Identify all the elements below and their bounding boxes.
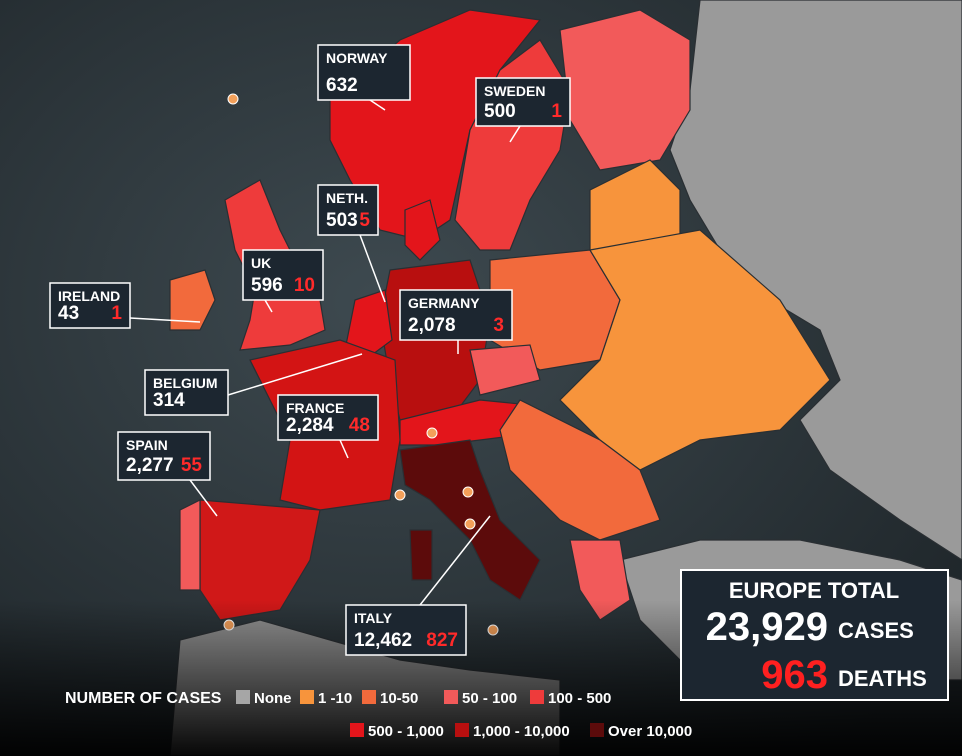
legend-swatch (530, 690, 544, 704)
pointer-line (264, 299, 273, 313)
callout-box (277, 394, 379, 441)
death-count: 1 (551, 101, 562, 122)
legend-swatch (300, 690, 314, 704)
legend-title: NUMBER OF CASES (65, 690, 222, 707)
callout-box (317, 184, 379, 236)
total-cases: 23,929 (706, 605, 828, 649)
legend-swatch (590, 723, 604, 737)
death-count: 48 (349, 415, 370, 436)
czechia (469, 344, 541, 396)
case-count: 2,078 (408, 315, 456, 336)
total-box-bg (680, 569, 949, 701)
pointer-line (369, 99, 386, 111)
country-name: FRANCE (286, 400, 344, 416)
scandinavia-finland (559, 9, 691, 171)
death-count: 1 (111, 303, 122, 324)
legend-label: None (254, 690, 292, 707)
callout-box (117, 431, 211, 481)
legend-swatch (362, 690, 376, 704)
case-count: 314 (153, 390, 185, 411)
pointer-line (419, 515, 491, 606)
pointer-line (339, 439, 349, 459)
legend-label: 1,000 - 10,000 (473, 723, 570, 740)
callout-box (144, 369, 229, 416)
dot (394, 489, 406, 501)
russia-east (669, 0, 962, 561)
legend-label: 100 - 500 (548, 690, 611, 707)
country-name: NORWAY (326, 50, 388, 66)
ukraine-belarus (559, 229, 831, 471)
total-cases-label: CASES (838, 618, 914, 643)
case-count: 2,284 (286, 415, 334, 436)
dot (462, 486, 474, 498)
callout-box (475, 77, 571, 127)
callout-box (49, 282, 131, 329)
country-name: UK (251, 255, 271, 271)
case-count: 632 (326, 75, 358, 96)
legend-swatch (350, 723, 364, 737)
benelux (344, 289, 393, 361)
total-title: EUROPE TOTAL (729, 578, 899, 603)
callouts: NORWAY 632 SWEDEN 500 1 NETH. 503 5 UK 596 10 IRELA… (49, 44, 571, 656)
legend-label: Over 10,000 (608, 723, 692, 740)
country-name: IRELAND (58, 288, 120, 304)
legend-swatch (236, 690, 250, 704)
callout-box (242, 249, 324, 301)
country-name: BELGIUM (153, 375, 218, 391)
country-name: SWEDEN (484, 83, 545, 99)
case-count: 503 (326, 210, 358, 231)
death-count: 827 (426, 630, 458, 651)
callout-box (317, 44, 411, 101)
country-name: NETH. (326, 190, 368, 206)
legend-label: 50 - 100 (462, 690, 517, 707)
legend: NUMBER OF CASES None 1 -10 10-50 50 - 100 100… (65, 690, 692, 740)
death-count: 55 (181, 455, 203, 476)
ireland (169, 269, 216, 331)
legend-label: 10-50 (380, 690, 418, 707)
case-count: 2,277 (126, 455, 174, 476)
pointer-line (189, 479, 218, 517)
dot (464, 518, 476, 530)
legend-swatch (455, 723, 469, 737)
sardinia (409, 529, 433, 581)
total-deaths-label: DEATHS (838, 666, 927, 691)
legend-swatch (444, 690, 458, 704)
callout-box (345, 604, 467, 656)
country-name: SPAIN (126, 437, 168, 453)
legend-label: 500 - 1,000 (368, 723, 444, 740)
death-count: 10 (294, 275, 315, 296)
portugal (179, 499, 201, 591)
country-name: ITALY (354, 610, 393, 626)
country-name: GERMANY (408, 295, 480, 311)
pointer-line (359, 234, 386, 303)
dot (426, 427, 438, 439)
death-count: 5 (359, 210, 370, 231)
case-count: 596 (251, 275, 283, 296)
denmark (404, 199, 441, 261)
case-count: 43 (58, 303, 79, 324)
case-count: 12,462 (354, 630, 412, 651)
death-count: 3 (493, 315, 504, 336)
pointer-line (227, 353, 363, 396)
callout-box (399, 289, 513, 341)
dot (227, 93, 239, 105)
pointer-line (509, 125, 521, 143)
pointer-line (129, 317, 201, 323)
legend-label: 1 -10 (318, 690, 352, 707)
total-deaths: 963 (761, 653, 828, 697)
case-count: 500 (484, 101, 516, 122)
